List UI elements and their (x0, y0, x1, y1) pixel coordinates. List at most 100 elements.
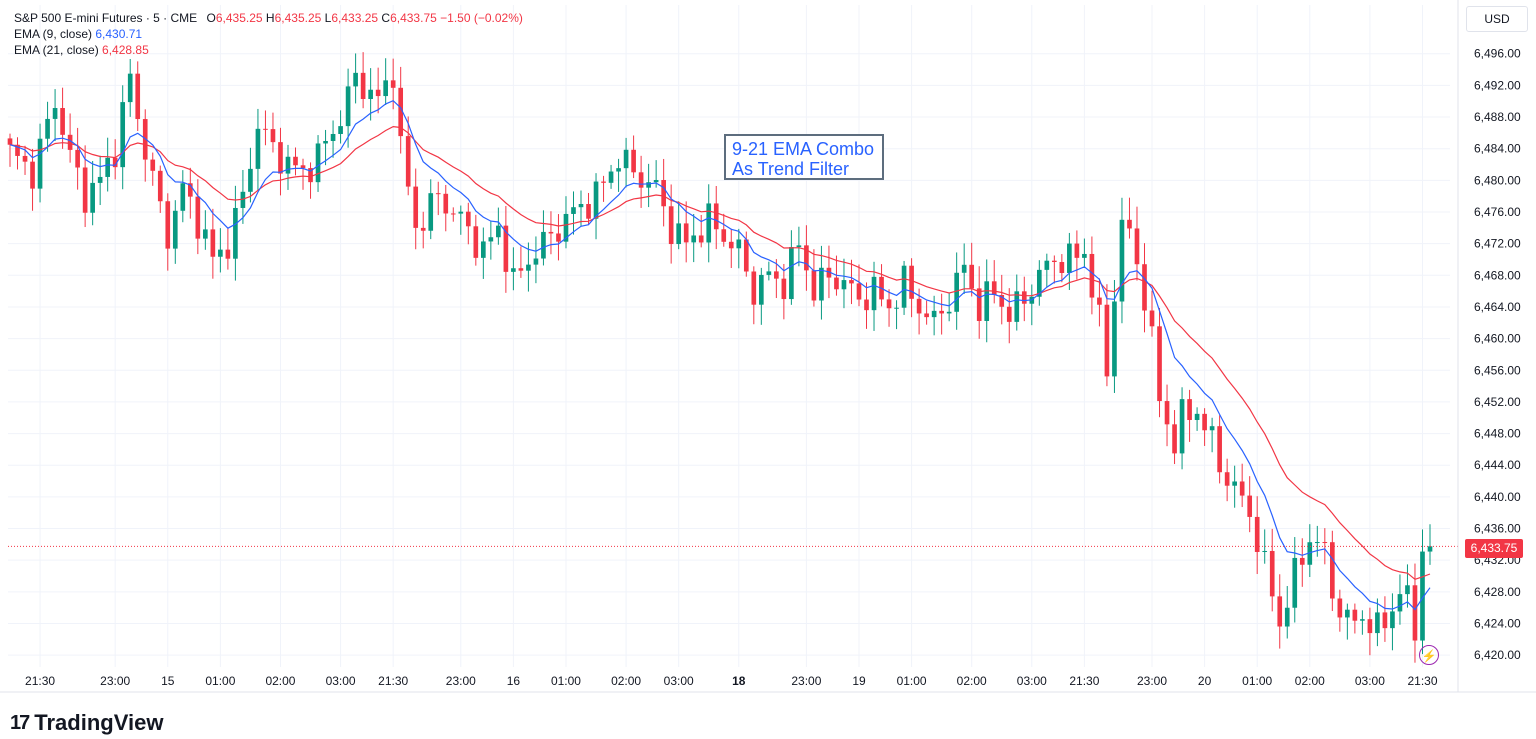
low-value: 6,433.25 (331, 11, 379, 25)
candle-body (811, 270, 817, 301)
candle-body (1059, 262, 1065, 273)
candle-body (315, 143, 321, 183)
ema-21-line[interactable] (9, 125, 1431, 580)
candle-body (991, 281, 997, 295)
time-tick-label: 03:00 (326, 674, 356, 688)
candle-body (608, 171, 614, 183)
high-label: H (265, 11, 275, 25)
candle-body (698, 235, 704, 243)
candle-body (375, 89, 381, 97)
time-tick-label: 21:30 (378, 674, 408, 688)
candle-body (894, 307, 899, 309)
candle-body (1021, 291, 1027, 304)
open-value: 6,435.25 (215, 11, 263, 25)
candle-body (1390, 611, 1395, 629)
lightning-icon[interactable]: ⚡ (1419, 645, 1439, 665)
open-label: O (206, 11, 216, 25)
candle-body (428, 193, 434, 231)
candle-body (1142, 264, 1147, 311)
candle-body (909, 265, 914, 299)
price-tick-label: 6,476.00 (1474, 205, 1521, 219)
logo-mark: 17 (10, 711, 30, 734)
candle-body (871, 276, 877, 311)
candle-body (1337, 598, 1343, 618)
candle-body (1149, 310, 1155, 327)
candle-body (22, 155, 28, 162)
candle-body (1052, 260, 1057, 263)
candle-body (849, 280, 854, 284)
last-price-label: 6,433.75 (1465, 539, 1523, 558)
candle-body (841, 280, 847, 290)
time-tick-label: 02:00 (611, 674, 641, 688)
candle-body (240, 191, 246, 208)
symbol-name[interactable]: S&P 500 E-mini Futures · 5 · CME (14, 11, 198, 25)
legend-ohlc-row: S&P 500 E-mini Futures · 5 · CME O6,435.… (14, 10, 523, 26)
price-tick-label: 6,460.00 (1474, 332, 1521, 346)
candle-body (1284, 607, 1290, 627)
candle-body (1074, 243, 1080, 258)
candle-body (999, 294, 1005, 307)
candle-body (120, 102, 126, 168)
candle-body (135, 73, 141, 120)
candle-body (804, 245, 809, 271)
candle-body (473, 226, 479, 258)
candle-body (67, 134, 73, 150)
time-tick-label: 21:30 (25, 674, 55, 688)
chart-grid (8, 5, 1450, 667)
candle-body (1232, 481, 1237, 486)
candle-body (1067, 243, 1072, 273)
legend-ema21-row[interactable]: EMA (21, close) 6,428.85 (14, 42, 523, 58)
close-value: 6,433.75 (390, 11, 437, 25)
candle-body (180, 183, 186, 211)
price-tick-label: 6,488.00 (1474, 110, 1521, 124)
ema-9-line[interactable] (9, 99, 1431, 611)
candle-body (488, 237, 494, 242)
candle-body (1314, 542, 1320, 544)
candle-body (210, 229, 216, 257)
candle-body (330, 133, 336, 141)
candle-body (263, 128, 268, 130)
candle-body (1127, 219, 1132, 229)
time-tick-label: 21:30 (1069, 674, 1099, 688)
candle-body (856, 283, 862, 300)
candle-body (1172, 424, 1177, 454)
candle-body (1382, 612, 1388, 629)
text-annotation[interactable]: 9-21 EMA Combo As Trend Filter (724, 134, 884, 180)
candle-body (1269, 550, 1275, 597)
candle-body (623, 149, 629, 169)
candle-body (1014, 291, 1020, 322)
candle-body (1299, 557, 1305, 565)
annotation-line-1: 9-21 EMA Combo (732, 139, 875, 159)
candle-body (270, 129, 276, 143)
candle-body (248, 168, 253, 192)
candle-body (781, 278, 787, 300)
price-tick-label: 6,436.00 (1474, 522, 1521, 536)
candle-body (789, 247, 794, 300)
candle-body (496, 225, 501, 238)
candle-body (1134, 228, 1140, 265)
candle-body (954, 272, 959, 312)
time-tick-label: 02:00 (265, 674, 295, 688)
candle-body (556, 233, 561, 242)
candle-body (819, 267, 824, 301)
price-tick-label: 6,492.00 (1474, 78, 1521, 92)
candle-body (969, 264, 975, 289)
candle-body (751, 271, 757, 305)
currency-button[interactable]: USD (1466, 6, 1528, 32)
tradingview-logo[interactable]: 17 TradingView (10, 710, 163, 736)
candle-body (1247, 495, 1253, 517)
candle-body (255, 128, 261, 169)
price-chart[interactable]: 6,420.006,424.006,428.006,432.006,436.00… (0, 0, 1536, 700)
price-tick-label: 6,424.00 (1474, 616, 1521, 630)
legend-ema9-row[interactable]: EMA (9, close) 6,430.71 (14, 26, 523, 42)
candle-body (293, 156, 298, 166)
time-tick-label: 03:00 (1355, 674, 1385, 688)
candle-body (1262, 550, 1268, 552)
price-tick-label: 6,464.00 (1474, 300, 1521, 314)
candle-body (458, 211, 464, 214)
price-tick-label: 6,480.00 (1474, 173, 1521, 187)
candle-body (1164, 401, 1170, 425)
time-tick-label: 03:00 (664, 674, 694, 688)
candle-body (766, 271, 772, 275)
candle-body (774, 271, 779, 279)
